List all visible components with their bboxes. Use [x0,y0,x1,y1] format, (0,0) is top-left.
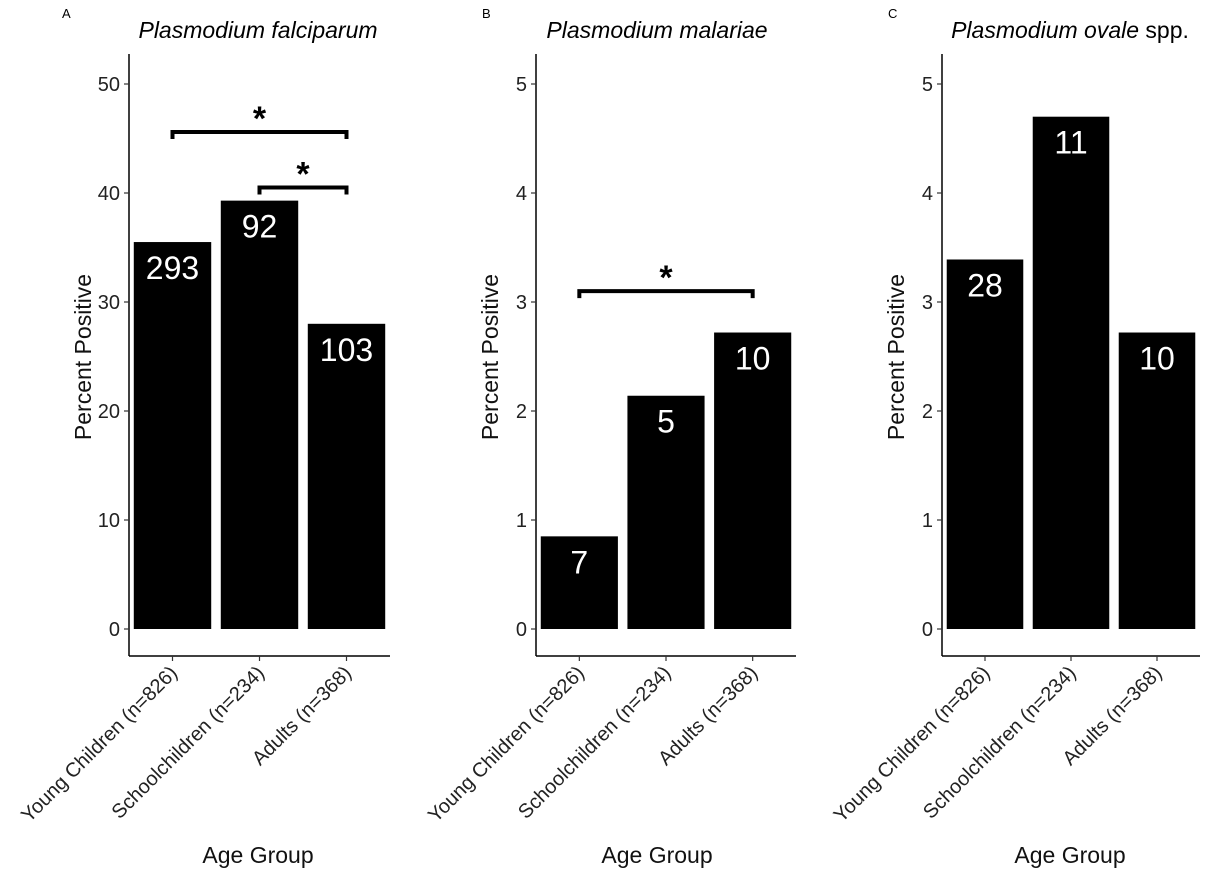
bar-value-label: 11 [1054,125,1087,161]
y-tick-label: 0 [109,619,120,641]
bar [220,200,299,629]
bar [714,332,792,629]
bar-value-label: 92 [242,209,278,245]
panel-c: C Plasmodium ovale spp. 0 1 2 3 4 5 Percent Posi… [830,6,1200,868]
y-tick-label: 2 [922,401,933,423]
bar [133,242,212,630]
chart-title-species: Plasmodium malariae [546,17,767,43]
chart-title-species: Plasmodium falciparum [138,17,377,43]
bar-value-label: 10 [735,341,771,377]
bar-value-label: 10 [1139,341,1175,377]
panel-a: A Plasmodium falciparum 0 10 20 30 40 50 Percent… [17,6,390,868]
y-tick-label: 0 [516,619,527,641]
x-axis-title: Age Group [202,842,313,868]
y-axis-title: Percent Positive [477,274,503,440]
chart-title: Plasmodium malariae [546,17,767,43]
bar [540,536,618,629]
bar [307,323,386,629]
y-tick-label: 1 [516,510,527,532]
significance-bracket [257,185,349,195]
y-tick-label: 10 [98,510,120,532]
significance-bracket [577,289,755,299]
chart-title: Plasmodium falciparum [138,17,377,43]
y-tick-label: 0 [922,619,933,641]
panel-letter: B [482,6,491,21]
y-tick-label: 1 [922,510,933,532]
significance-star: * [253,100,267,138]
y-tick-label: 20 [98,401,120,423]
x-tick-label: Young Children (n=826) [424,662,589,827]
chart-title-suffix: spp. [1139,17,1189,43]
bar [627,395,705,629]
panel-letter: A [62,6,71,21]
y-tick-label: 5 [922,74,933,96]
significance-star: * [296,156,310,194]
y-axis-title: Percent Positive [70,274,96,440]
y-tick-label: 3 [922,292,933,314]
x-axis-title: Age Group [1014,842,1125,868]
bar-value-label: 103 [320,332,373,368]
y-tick-label: 4 [516,183,527,205]
significance-bracket [170,129,349,139]
y-tick-label: 4 [922,183,933,205]
y-tick-label: 5 [516,74,527,96]
chart-title-species: Plasmodium ovale [951,17,1139,43]
y-axis-title: Percent Positive [883,274,909,440]
x-tick-label: Young Children (n=826) [830,662,995,827]
x-tick-label: Schoolchildren (n=234) [514,662,675,823]
panel-b: B Plasmodium malariae 0 1 2 3 4 5 Percent Positi… [424,6,796,868]
x-tick-label: Young Children (n=826) [17,662,182,827]
panel-letter: C [888,6,897,21]
x-tick-label: Schoolchildren (n=234) [108,662,269,823]
x-tick-label: Schoolchildren (n=234) [919,662,1080,823]
y-tick-label: 40 [98,183,120,205]
y-tick-label: 3 [516,292,527,314]
bar [946,259,1024,629]
bar-value-label: 7 [570,544,588,580]
bar-value-label: 293 [146,250,199,286]
bar [1032,116,1110,629]
significance-star: * [659,259,673,297]
bar-value-label: 5 [657,404,675,440]
x-axis-title: Age Group [601,842,712,868]
y-tick-label: 30 [98,292,120,314]
y-tick-label: 50 [98,74,120,96]
bar [1118,332,1196,629]
chart-title: Plasmodium ovale spp. [951,17,1189,43]
y-tick-label: 2 [516,401,527,423]
bar-value-label: 28 [967,267,1003,303]
